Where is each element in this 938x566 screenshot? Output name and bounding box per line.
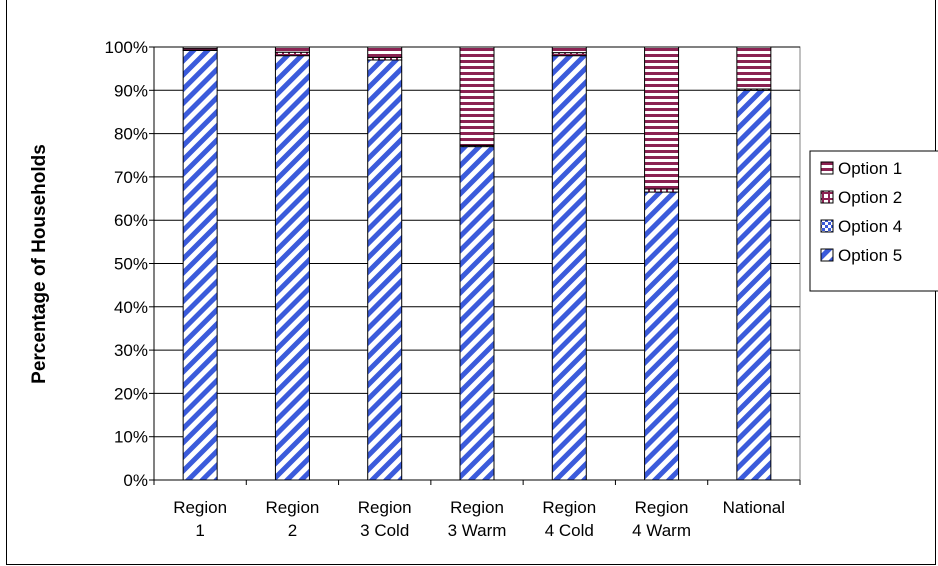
x-tick-label: National — [723, 498, 785, 517]
legend-label: Option 4 — [838, 217, 902, 236]
y-axis-title: Percentage of Households — [29, 144, 50, 384]
x-axis: Region 1 Region 2 Region 3 Cold Region 3 Warm Re… — [153, 479, 801, 540]
y-tick-label: 0% — [123, 471, 148, 490]
legend: Option 1 Option 2 Option 4 Option 5 — [809, 150, 938, 292]
y-tick-label: 50% — [114, 255, 148, 274]
x-tick-label: Region 3 Cold — [358, 498, 412, 540]
legend-label: Option 1 — [838, 159, 902, 178]
bar-segment — [274, 51, 310, 57]
x-tick-label: Region 3 Warm — [448, 498, 507, 540]
bar-segment — [274, 46, 310, 53]
bar-segment — [551, 55, 587, 481]
y-tick-label: 70% — [114, 168, 148, 187]
bar-segment — [459, 146, 495, 481]
legend-label: Option 5 — [838, 246, 902, 265]
legend-swatch — [820, 190, 834, 204]
y-tick-label: 100% — [105, 38, 148, 57]
bar-segment — [367, 46, 403, 58]
y-tick-label: 80% — [114, 125, 148, 144]
x-tick-label: Region 1 — [173, 498, 227, 540]
x-tick-label: Region 2 — [265, 498, 319, 540]
y-tick-label: 10% — [114, 428, 148, 447]
x-tick-label: Region 4 Cold — [542, 498, 596, 540]
legend-swatch — [820, 161, 834, 175]
legend-label: Option 2 — [838, 188, 902, 207]
bar-segment — [644, 46, 680, 190]
y-tick-label: 30% — [114, 341, 148, 360]
bar-segment — [274, 55, 310, 481]
bar-segment — [459, 46, 495, 146]
bar-segment — [644, 191, 680, 481]
bar-segment — [551, 46, 587, 54]
bar-segment — [367, 59, 403, 481]
y-axis: 0% 10% 20% 30% 40% 50% 60% 70% 80% 90% 100% — [105, 38, 155, 490]
bar-segment — [736, 46, 772, 90]
y-tick-label: 60% — [114, 211, 148, 230]
legend-swatch — [820, 248, 834, 262]
bar-segment — [736, 89, 772, 481]
bars — [182, 46, 772, 481]
y-tick-label: 20% — [114, 384, 148, 403]
x-tick-label: Region 4 Warm — [632, 498, 691, 540]
bar-segment — [182, 49, 218, 481]
y-tick-label: 40% — [114, 298, 148, 317]
y-tick-label: 90% — [114, 81, 148, 100]
bar-segment — [182, 46, 218, 50]
legend-swatch — [820, 219, 834, 233]
